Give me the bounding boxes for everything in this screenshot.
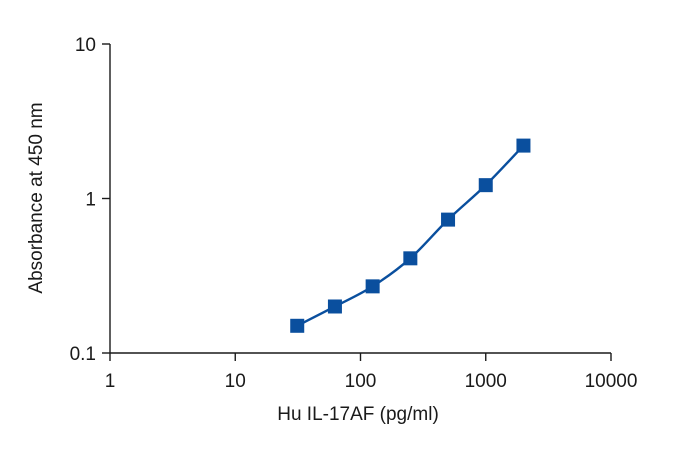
- x-tick-label: 1: [105, 371, 116, 392]
- fit-curve-layer: [296, 144, 525, 327]
- y-tick-label: 1: [85, 190, 96, 211]
- data-point-marker: [441, 212, 456, 227]
- data-point-marker: [327, 299, 342, 314]
- x-tick-label: 10000: [585, 371, 638, 392]
- data-point-marker: [516, 138, 531, 153]
- fit-curve: [296, 144, 525, 327]
- data-points: [290, 138, 531, 333]
- x-tick-label: 1000: [465, 371, 507, 392]
- tick-labels: 1 10 100 1000 10000 0.1 1 10: [70, 35, 638, 392]
- x-axis-title: Hu IL-17AF (pg/ml): [277, 404, 439, 425]
- y-axis-title: Absorbance at 450 nm: [26, 102, 47, 293]
- data-point-marker: [403, 251, 418, 266]
- tick-marks: [102, 43, 612, 361]
- data-point-marker: [478, 178, 493, 193]
- x-tick-label: 10: [225, 371, 246, 392]
- data-point-marker: [365, 279, 380, 294]
- x-tick-label: 100: [345, 371, 377, 392]
- data-point-marker: [290, 318, 305, 333]
- y-tick-label: 10: [75, 35, 96, 56]
- axes: [109, 44, 611, 354]
- y-tick-label: 0.1: [70, 344, 96, 365]
